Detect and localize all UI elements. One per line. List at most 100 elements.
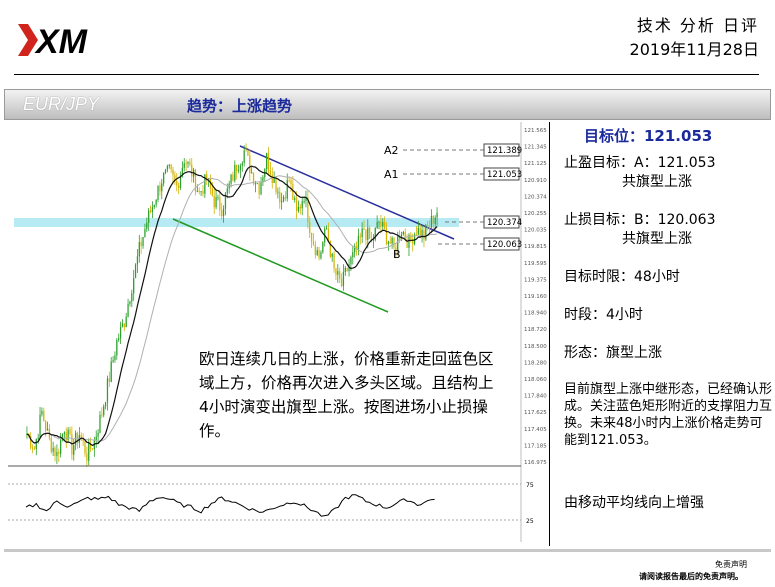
candle-body [88, 442, 90, 461]
candle-body [415, 234, 418, 236]
candle-body [104, 402, 107, 407]
candle-body [254, 183, 257, 185]
candle-body [82, 438, 84, 442]
ma-note: 由移动平均线向上增强 [564, 495, 704, 511]
candle-body [226, 188, 228, 194]
price-tick-label: 120.374 [524, 194, 547, 200]
candle-body [30, 436, 32, 448]
candle-body [262, 177, 264, 182]
price-axis: 121.565 121.345 121.125 120.910 120.374 120.2… [524, 128, 547, 466]
candle-body [370, 238, 373, 241]
candle-body [187, 162, 189, 164]
candle-body [267, 153, 270, 170]
price-tick-label: 120.910 [524, 178, 547, 184]
candle-body [297, 207, 300, 211]
candle-body [97, 432, 99, 437]
candle-body [397, 236, 399, 251]
candle-body [430, 215, 433, 228]
price-tick-label: 119.375 [524, 277, 547, 283]
candle-body [236, 164, 238, 172]
candle-body [251, 172, 253, 174]
candle-body [316, 250, 318, 255]
disclaimer-note: 请阅读报告最后的免责声明。 [639, 572, 743, 581]
candle-body [91, 448, 94, 450]
price-tick-label: 121.345 [524, 145, 547, 151]
candle-body [84, 441, 86, 454]
candle-body [149, 210, 152, 213]
level-zone-value: 120.374 [487, 218, 522, 228]
report-date: 2019年11月28日 [629, 40, 759, 59]
candle-body [395, 247, 397, 251]
price-tick-label: 119.595 [524, 261, 547, 267]
candle-body [402, 231, 404, 235]
candle-body [170, 164, 172, 170]
candle-body [148, 210, 150, 223]
candle-body [382, 222, 384, 227]
level-a2-label: A2 [384, 144, 399, 157]
point-b-label: B [393, 248, 401, 261]
candle-body [406, 239, 408, 248]
candle-body [247, 150, 249, 156]
candle-body [80, 435, 82, 439]
time-limit: 目标时限：48小时 [564, 269, 680, 285]
candle-body [168, 164, 170, 166]
pattern: 形态：旗型上涨 [564, 345, 662, 361]
candle-body [282, 196, 285, 202]
candle-body [354, 246, 356, 253]
candle-body [352, 252, 354, 258]
candle-body [404, 231, 406, 240]
candle-body [310, 232, 313, 242]
candle-body [380, 221, 382, 227]
candle-body [61, 433, 64, 440]
candle-body [346, 267, 348, 271]
candle-body [432, 215, 434, 224]
level-b-value: 120.063 [487, 240, 522, 250]
footer-rule [4, 549, 771, 552]
price-tick-label: 119.815 [524, 244, 547, 250]
candle-body [339, 271, 341, 279]
analysis-summary: 欧日连续几日的上涨，价格重新走回蓝色区域上方，价格再次进入多头区域。且结构上4小… [199, 350, 494, 440]
candle-body [76, 432, 79, 443]
candle-body [241, 163, 243, 166]
candle-body [357, 236, 360, 250]
candle-body [60, 439, 62, 454]
price-tick-label: 117.185 [524, 443, 547, 449]
support-resistance-zone [14, 218, 459, 227]
candle-body [54, 447, 56, 457]
level-a1-box: 121.053 [483, 167, 522, 181]
candle-body [172, 169, 174, 176]
channel-lower-line [172, 218, 389, 313]
candle-body [73, 445, 75, 455]
price-tick-label: 117.625 [524, 410, 547, 416]
price-tick-label: 121.125 [524, 161, 547, 167]
candle-body [163, 172, 165, 184]
candle-body [133, 278, 135, 294]
candle-body [367, 227, 369, 240]
candle-body [342, 271, 345, 287]
candle-body [134, 264, 137, 279]
candle-body [427, 225, 429, 228]
candle-body [234, 164, 236, 181]
candle-body [183, 163, 185, 168]
candle-body [331, 253, 333, 257]
candle-body [417, 227, 419, 235]
candle-body [95, 436, 97, 440]
candle-body [290, 180, 292, 185]
candle-body [99, 414, 101, 433]
timeframe: 时段：4小时 [564, 307, 643, 323]
candle-body [273, 177, 275, 183]
candle-body [56, 451, 58, 457]
candle-body [191, 164, 193, 177]
candle-body [179, 175, 182, 188]
candle-body [176, 180, 178, 186]
candle-body [189, 162, 191, 165]
candle-body [112, 360, 114, 362]
candle-body [69, 429, 71, 435]
candle-body [123, 323, 125, 328]
moving-average-fast [26, 165, 438, 447]
candle-body [127, 303, 129, 317]
price-tick-label: 116.975 [524, 460, 547, 466]
candle-body [63, 432, 66, 434]
header-divider [14, 74, 759, 75]
candle-body [369, 227, 371, 239]
